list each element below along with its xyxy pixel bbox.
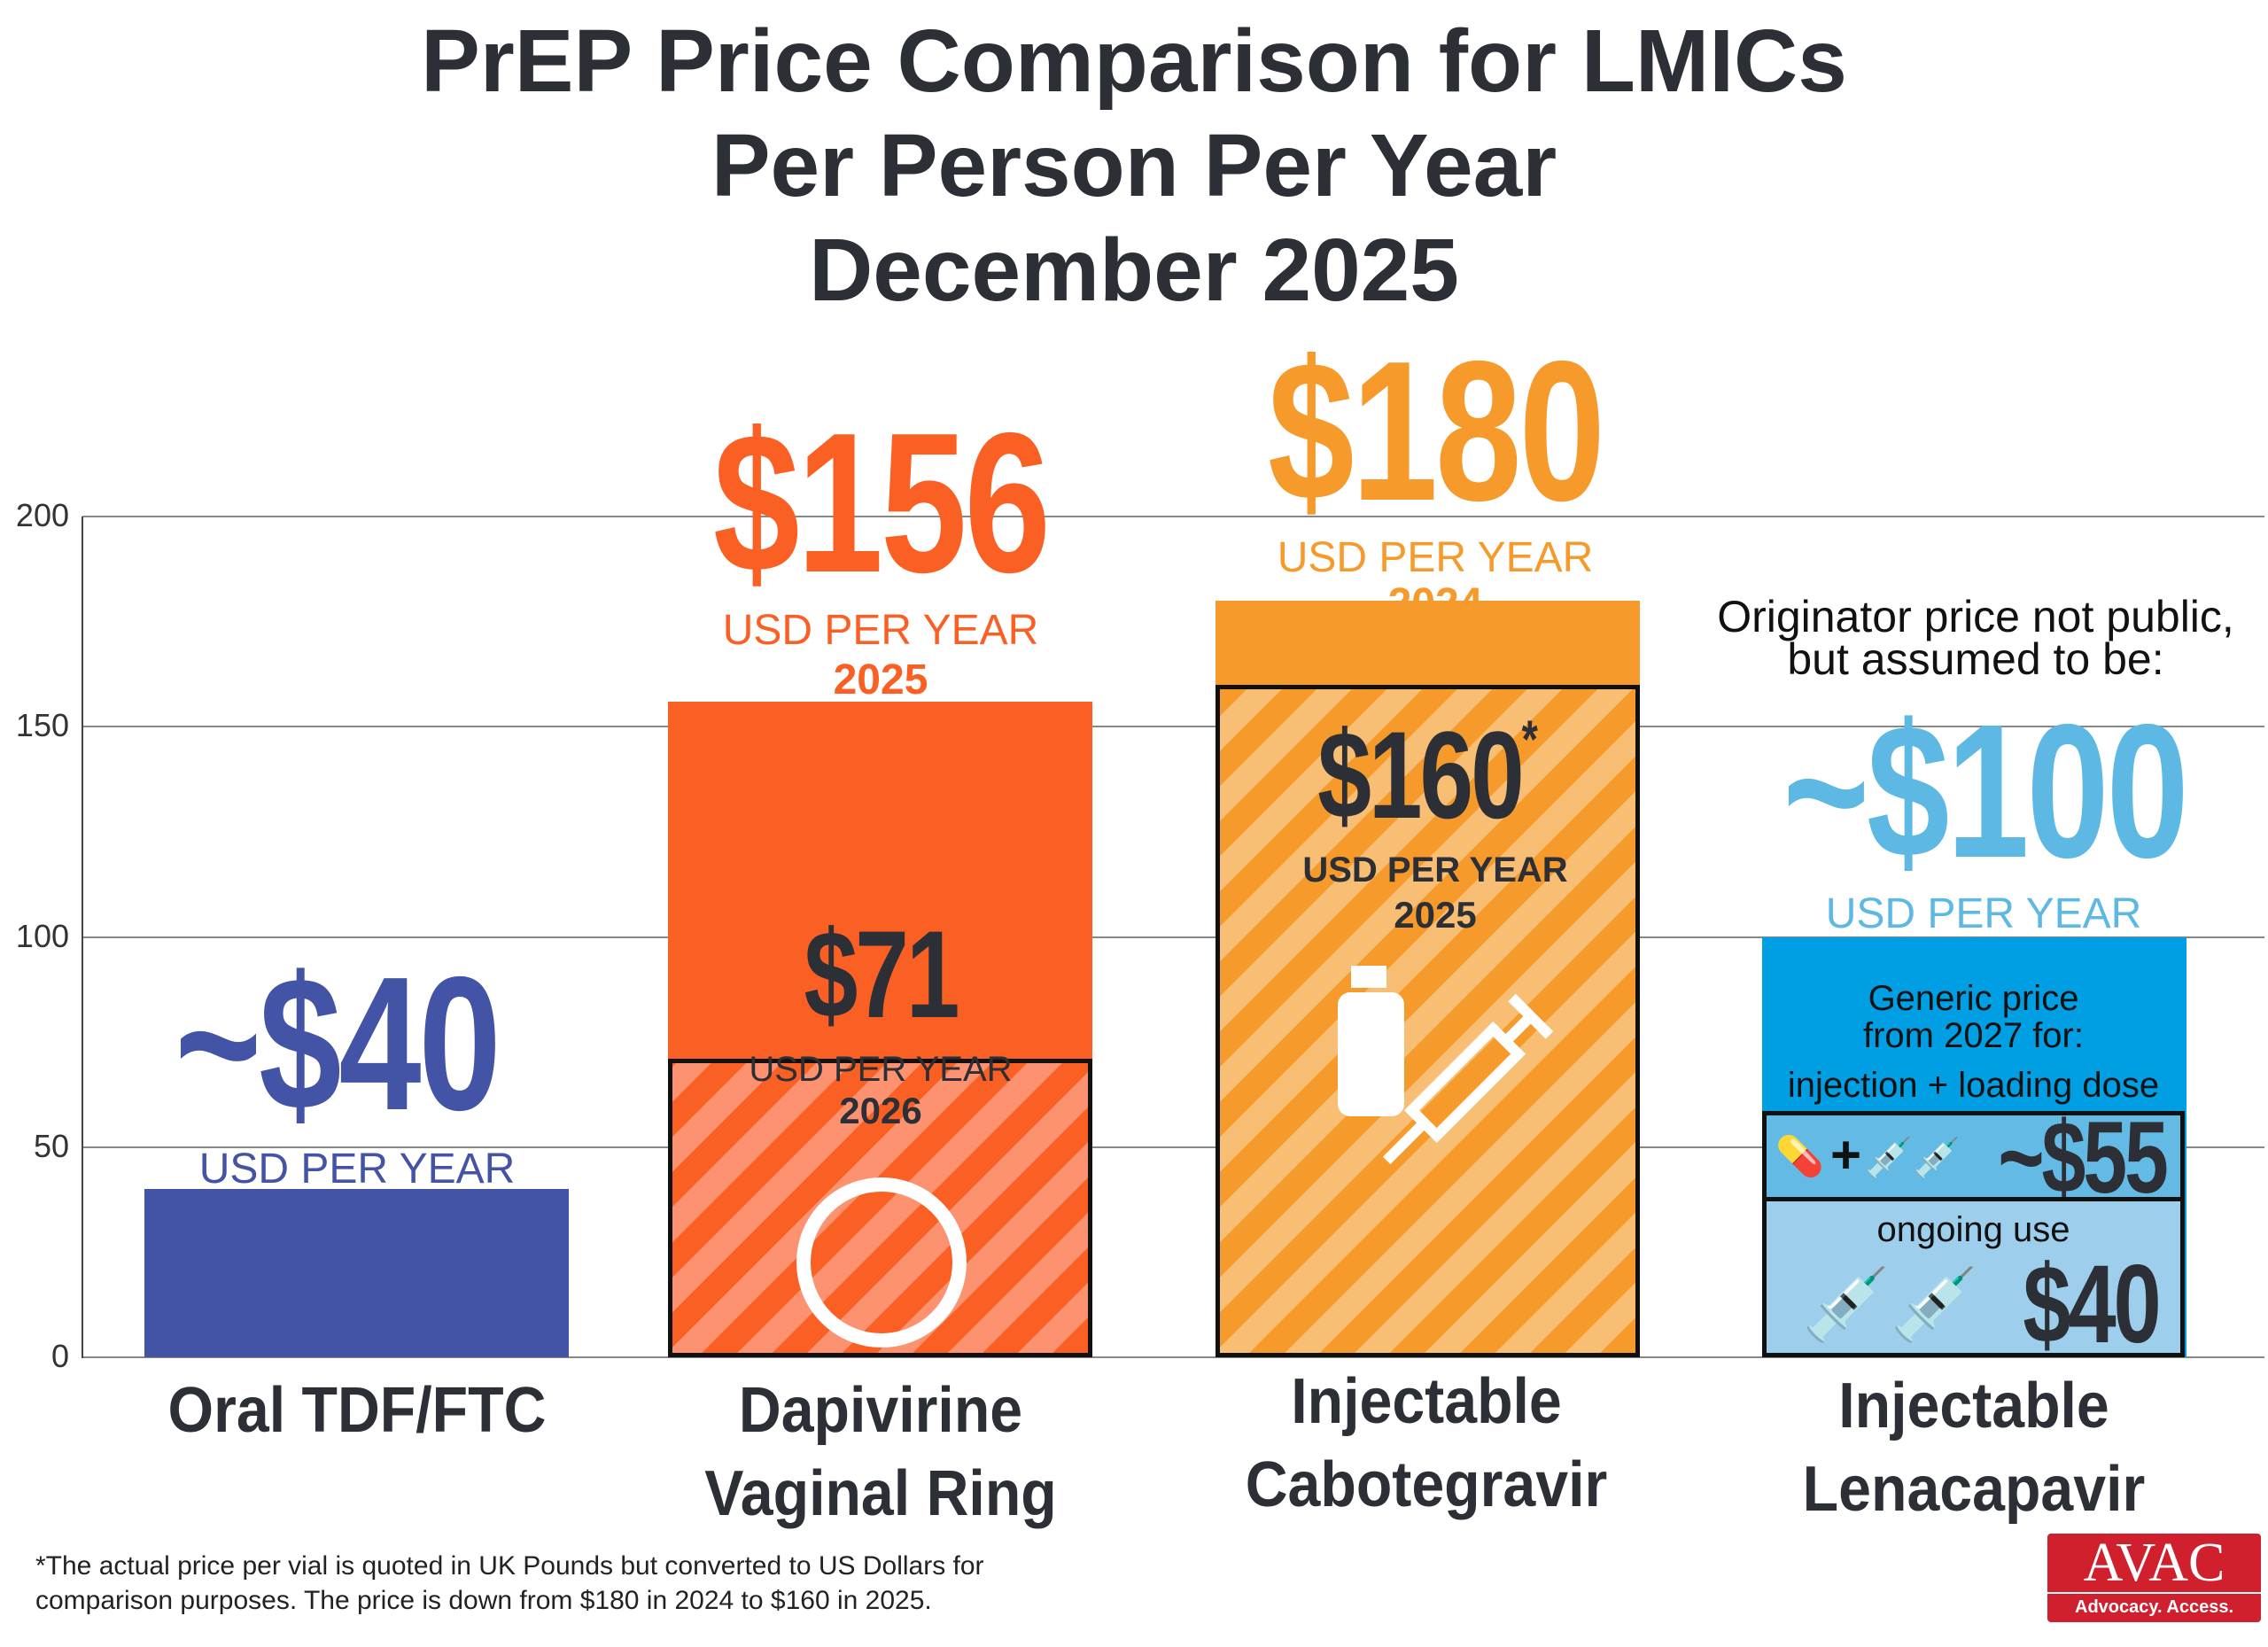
- category-label-ring: Dapivirine Vaginal Ring: [636, 1369, 1125, 1535]
- pill-icon: 💊: [1775, 1135, 1824, 1178]
- title-line: December 2025: [809, 221, 1459, 320]
- category-line: Injectable: [1291, 1366, 1562, 1437]
- cab-unit: USD PER YEAR: [1277, 534, 1594, 581]
- len-ongoing-box: ongoing use 💉💉: [1762, 1197, 2185, 1357]
- category-line: Dapivirine: [738, 1375, 1023, 1446]
- len-ongoing-label: ongoing use: [1876, 1210, 2070, 1249]
- ring-price-label: $156: [713, 391, 1051, 614]
- y-tick-label: 150: [15, 707, 69, 744]
- len-generic-line: from 2027 for:: [1862, 1016, 2084, 1055]
- len-generic-line: Generic price: [1868, 979, 2079, 1018]
- len-note-line: but assumed to be:: [1787, 634, 2164, 684]
- len-ongoing-price: $40: [2023, 1243, 2161, 1366]
- oral-price-label: ~$40: [175, 936, 501, 1150]
- category-label-len: Injectable Lenacapavir: [1729, 1364, 2218, 1531]
- category-line: Vaginal Ring: [704, 1458, 1057, 1529]
- y-axis: [82, 517, 83, 1358]
- gridline: [82, 516, 2264, 517]
- title-line: PrEP Price Comparison for LMICs: [421, 12, 1847, 111]
- ring-new-unit: USD PER YEAR: [749, 1050, 1013, 1089]
- len-note-line: Originator price not public,: [1717, 592, 2234, 641]
- cab-new-price: $160*: [1254, 713, 1599, 837]
- chart-title: PrEP Price Comparison for LMICs Per Pers…: [0, 9, 2268, 322]
- len-loading-price: ~$55: [1998, 1101, 2169, 1215]
- cab-new-price-value: $160: [1317, 705, 1525, 844]
- bar-ring-new-price: [668, 1059, 1092, 1357]
- cab-new-unit: USD PER YEAR: [1302, 851, 1568, 890]
- gridline: [82, 1356, 2264, 1358]
- bar-oral: [144, 1189, 569, 1357]
- ring-unit: USD PER YEAR: [722, 607, 1039, 654]
- footnote-line: *The actual price per vial is quoted in …: [35, 1551, 984, 1581]
- category-label-cab: Injectable Cabotegravir: [1182, 1360, 1671, 1527]
- bar-cab-new-price: [1216, 684, 1640, 1357]
- logo-tagline: Advocacy. Access. Equity.: [2075, 1597, 2233, 1643]
- cab-new-year: 2025: [1394, 894, 1477, 936]
- category-line: Injectable: [1838, 1371, 2109, 1441]
- asterisk: *: [1521, 710, 1538, 769]
- cab-price-label: $180: [1268, 319, 1605, 542]
- ring-icon: [796, 1177, 967, 1348]
- footnote: *The actual price per vial is quoted in …: [35, 1549, 984, 1618]
- syringe-icon: 💉💉: [1802, 1265, 1979, 1344]
- gridline: [82, 936, 2264, 938]
- category-line: Lenacapavir: [1802, 1454, 2146, 1525]
- oral-unit: USD PER YEAR: [198, 1146, 516, 1193]
- y-tick-label: 100: [15, 917, 69, 954]
- syringe-icon: 💉💉: [1864, 1137, 1961, 1180]
- plus-sign: +: [1830, 1125, 1862, 1185]
- gridline: [82, 1146, 2264, 1148]
- len-unit: USD PER YEAR: [1825, 890, 2142, 937]
- len-generic-label: Generic price from 2027 for: injection +…: [1762, 980, 2185, 1104]
- y-tick-label: 0: [50, 1338, 69, 1374]
- y-tick-label: 50: [33, 1127, 69, 1164]
- len-generic-line: injection + loading dose: [1787, 1066, 2160, 1105]
- title-line: Per Person Per Year: [711, 116, 1557, 215]
- y-tick-label: 200: [15, 497, 69, 533]
- gridline: [82, 726, 2264, 728]
- category-line: Oral TDF/FTC: [167, 1375, 547, 1446]
- avac-logo: AVAC Advocacy. Access. Equity.: [2047, 1534, 2261, 1643]
- footnote-line: comparison purposes. The price is down f…: [35, 1586, 932, 1615]
- len-note: Originator price not public, but assumed…: [1701, 592, 2250, 684]
- vial-syringe-icon: [1338, 966, 1554, 1165]
- logo-name: AVAC: [2047, 1534, 2261, 1594]
- len-price-label: ~$100: [1783, 684, 2189, 897]
- ring-year: 2025: [833, 656, 928, 703]
- ring-new-price: $71: [804, 905, 960, 1044]
- category-label-oral: Oral TDF/FTC: [113, 1369, 602, 1452]
- category-line: Cabotegravir: [1245, 1449, 1608, 1520]
- ring-new-year: 2026: [839, 1090, 922, 1131]
